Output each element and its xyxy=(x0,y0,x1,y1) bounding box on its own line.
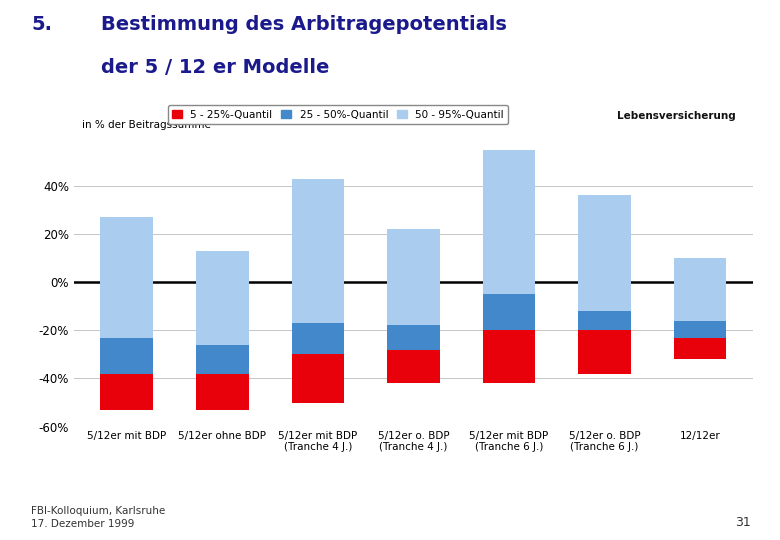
Bar xyxy=(387,326,440,349)
Bar xyxy=(387,229,440,326)
Bar xyxy=(292,354,344,402)
Text: Bestimmung des Arbitragepotentials: Bestimmung des Arbitragepotentials xyxy=(101,15,507,34)
Bar xyxy=(196,345,249,374)
Text: Lebensversicherung: Lebensversicherung xyxy=(617,111,736,120)
Text: FBI-Kolloquium, Karlsruhe
17. Dezember 1999: FBI-Kolloquium, Karlsruhe 17. Dezember 1… xyxy=(31,506,165,529)
Bar xyxy=(292,323,344,354)
Bar xyxy=(483,294,535,330)
Bar xyxy=(483,330,535,383)
Text: Ⓜ: Ⓜ xyxy=(725,46,734,64)
Bar xyxy=(101,374,153,410)
Bar xyxy=(578,195,631,311)
Text: 31: 31 xyxy=(735,516,750,529)
Bar xyxy=(292,179,344,323)
Bar xyxy=(101,338,153,374)
Text: Allianz: Allianz xyxy=(629,46,697,64)
Bar xyxy=(674,321,726,338)
Bar xyxy=(578,330,631,374)
Bar xyxy=(674,338,726,359)
Text: in % der Beitragssumme: in % der Beitragssumme xyxy=(82,120,211,131)
Bar xyxy=(196,251,249,345)
Bar xyxy=(674,258,726,321)
Bar xyxy=(483,150,535,294)
Text: 5.: 5. xyxy=(31,15,52,34)
Bar xyxy=(101,217,153,338)
Legend: 5 - 25%-Quantil, 25 - 50%-Quantil, 50 - 95%-Quantil: 5 - 25%-Quantil, 25 - 50%-Quantil, 50 - … xyxy=(168,105,508,124)
Bar xyxy=(578,311,631,330)
Bar xyxy=(196,374,249,410)
Text: der 5 / 12 er Modelle: der 5 / 12 er Modelle xyxy=(101,58,330,77)
Bar xyxy=(387,349,440,383)
